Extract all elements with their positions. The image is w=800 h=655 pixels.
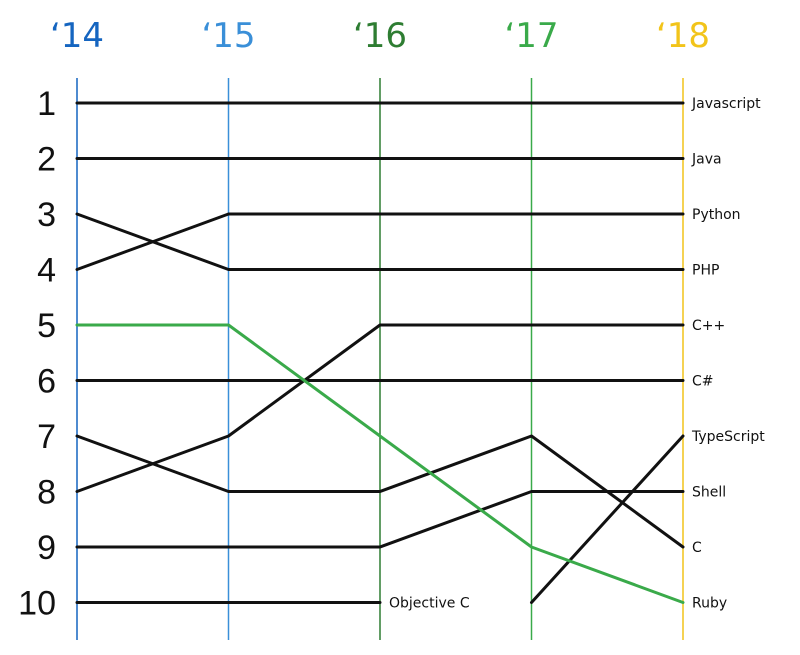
series-line-ruby [75, 323, 685, 604]
series-label-shell: Shell [692, 485, 726, 501]
year-label-2018: ‘18 [656, 16, 710, 56]
year-gridlines [76, 78, 684, 640]
rank-label-1: 1 [37, 85, 56, 123]
rank-label-7: 7 [37, 418, 56, 456]
year-label-2015: ‘15 [201, 16, 255, 56]
series-line-typescript [530, 434, 685, 604]
series-labels: Javascript Java Python PHP C++ C# TypeScript Sh… [389, 96, 765, 612]
series-label-cplusplus: C++ [692, 318, 725, 334]
series-line-php [75, 212, 685, 271]
year-label-2017: ‘17 [504, 16, 558, 56]
series-line-shell [75, 490, 685, 549]
rank-label-10: 10 [18, 585, 56, 623]
rank-label-6: 6 [37, 363, 56, 401]
series-lines [75, 101, 685, 604]
series-line-c [75, 434, 685, 549]
rank-label-8: 8 [37, 474, 56, 512]
series-line-cplusplus [75, 323, 685, 493]
rank-label-9: 9 [37, 529, 56, 567]
series-line-python [75, 212, 685, 271]
series-label-objective-c: Objective C [389, 596, 470, 612]
year-label-2014: ‘14 [50, 16, 104, 56]
series-label-java: Java [691, 152, 722, 168]
rank-label-4: 4 [37, 252, 56, 290]
series-label-csharp: C# [692, 374, 714, 390]
year-labels: ‘14 ‘15 ‘16 ‘17 ‘18 [50, 16, 710, 56]
series-label-c: C [692, 540, 702, 556]
series-label-python: Python [692, 207, 741, 223]
rank-label-2: 2 [37, 141, 56, 179]
rank-label-3: 3 [37, 196, 56, 234]
rank-labels: 1 2 3 4 5 6 7 8 9 10 [18, 85, 56, 623]
series-label-typescript: TypeScript [691, 429, 765, 445]
year-label-2016: ‘16 [353, 16, 407, 56]
series-label-ruby: Ruby [692, 596, 727, 612]
rank-label-5: 5 [37, 307, 56, 345]
series-label-javascript: Javascript [691, 96, 761, 112]
series-label-php: PHP [692, 263, 719, 279]
